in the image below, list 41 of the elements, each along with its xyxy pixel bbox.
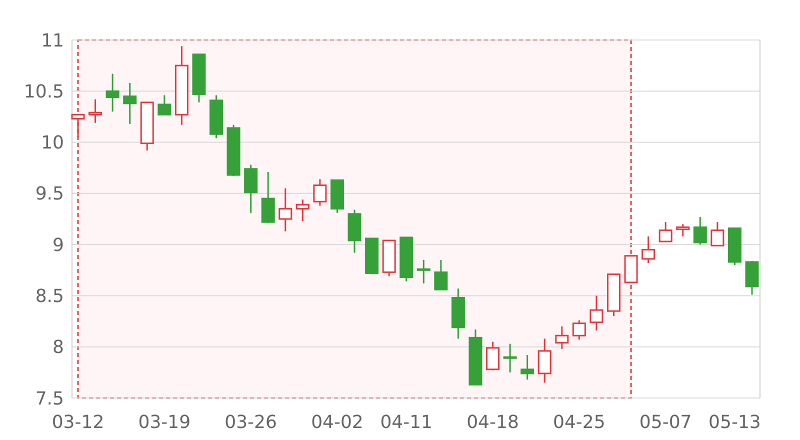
y-tick-label: 8 — [52, 337, 64, 358]
candlestick — [106, 73, 120, 112]
x-tick-label: 03-26 — [224, 412, 277, 433]
candlestick — [676, 223, 690, 238]
y-tick-label: 8.5 — [35, 286, 64, 308]
candlestick — [278, 188, 292, 232]
x-tick-label: 04-11 — [380, 412, 433, 433]
candlestick — [658, 221, 672, 242]
candlestick — [486, 340, 500, 372]
x-tick-label: 04-02 — [311, 412, 364, 433]
y-tick-label: 9.5 — [35, 184, 64, 205]
candlestick — [158, 94, 172, 116]
candlestick — [313, 178, 327, 206]
candlestick — [520, 354, 534, 380]
candlestick — [555, 326, 569, 350]
candlestick — [123, 82, 137, 125]
candlestick — [693, 216, 707, 246]
candlestick — [416, 259, 430, 284]
x-tick-label: 05-07 — [639, 412, 692, 433]
candlestick — [503, 343, 517, 374]
candlestick — [88, 98, 102, 124]
x-tick-label: 04-18 — [466, 412, 519, 433]
x-tick-label: 03-12 — [52, 412, 104, 433]
x-tick-label: 04-25 — [553, 412, 606, 433]
x-tick-label: 05-13 — [708, 412, 761, 433]
candlestick — [572, 320, 586, 340]
candlestick — [296, 198, 310, 222]
y-tick-label: 10 — [41, 132, 64, 154]
candlestick — [261, 171, 275, 224]
candlestick — [642, 236, 656, 264]
y-tick-label: 9 — [52, 234, 64, 256]
y-tick-label: 7.5 — [35, 388, 64, 410]
candlestick — [590, 294, 604, 332]
candlestick — [434, 259, 448, 290]
candlestick — [538, 338, 552, 384]
candlestick — [71, 114, 85, 138]
x-tick-label: 03-19 — [138, 412, 191, 433]
candlestick — [710, 221, 724, 246]
y-tick-label: 10.5 — [24, 81, 64, 102]
candlestick — [244, 164, 258, 214]
y-tick-label: 11 — [41, 30, 64, 52]
